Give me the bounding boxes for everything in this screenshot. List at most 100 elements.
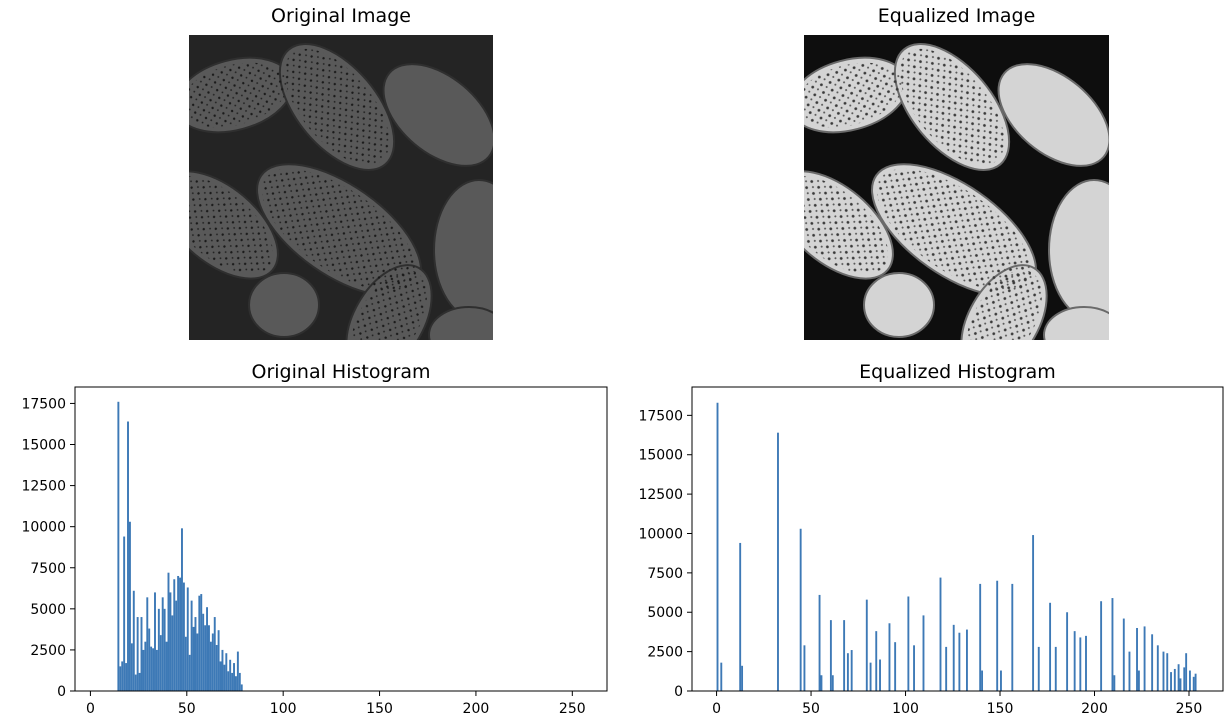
original-histogram-xtick-label: 100 bbox=[270, 701, 297, 717]
original-histogram-bar bbox=[221, 649, 224, 691]
original-histogram-bar bbox=[181, 528, 183, 691]
original-histogram-bar bbox=[233, 663, 235, 691]
original-histogram-bar bbox=[119, 666, 122, 691]
equalized-histogram-ytick-label: 15000 bbox=[638, 448, 683, 464]
original-histogram-title: Original Histogram bbox=[252, 361, 431, 383]
original-histogram-bar bbox=[171, 615, 174, 691]
original-histogram-ytick-label: 5000 bbox=[30, 602, 66, 618]
original-histogram-bar bbox=[132, 590, 135, 691]
original-histogram-bar bbox=[177, 575, 180, 691]
equalized-histogram-bar bbox=[1151, 634, 1154, 691]
equalized-histogram-bar bbox=[1073, 631, 1076, 691]
original-histogram-bar bbox=[163, 608, 166, 691]
equalized-histogram-bar bbox=[777, 432, 779, 691]
original-histogram-bar bbox=[144, 641, 147, 691]
equalized-histogram-bar bbox=[829, 620, 832, 691]
original-histogram-bar bbox=[202, 613, 205, 691]
original-histogram-bar bbox=[169, 592, 172, 691]
equalized-histogram-bar bbox=[820, 675, 823, 691]
original-histogram-xtick-label: 150 bbox=[366, 701, 393, 717]
equalized-histogram-bar bbox=[1188, 670, 1191, 691]
original-histogram-ytick-label: 12500 bbox=[21, 479, 66, 495]
original-histogram-bar bbox=[213, 617, 216, 691]
equalized-histogram-bar bbox=[907, 596, 910, 691]
equalized-histogram-bar bbox=[1183, 667, 1186, 691]
equalized-histogram-bar bbox=[1143, 626, 1146, 691]
original-histogram-bar bbox=[186, 587, 189, 691]
original-histogram-bar bbox=[121, 661, 124, 691]
original-histogram-bar bbox=[127, 421, 129, 691]
original-image-title: Original Image bbox=[271, 5, 411, 27]
original-histogram-bar bbox=[167, 572, 170, 691]
original-histogram-ytick-label: 0 bbox=[57, 684, 66, 700]
equalized-histogram-ytick-label: 12500 bbox=[638, 487, 683, 503]
equalized-histogram-bar bbox=[716, 402, 719, 691]
equalized-histogram-xtick-label: 50 bbox=[802, 701, 820, 717]
equalized-histogram-bar bbox=[1054, 646, 1057, 691]
original-histogram-bar bbox=[155, 649, 158, 691]
equalized-histogram-bar bbox=[1037, 646, 1040, 691]
original-histogram-bar bbox=[236, 651, 239, 691]
original-histogram-bar bbox=[146, 597, 149, 691]
original-histogram-bar bbox=[175, 600, 178, 691]
original-histogram-bar bbox=[182, 582, 185, 691]
equalized-histogram-bar bbox=[1000, 670, 1002, 691]
equalized-histogram-bar bbox=[1049, 602, 1052, 691]
original-histogram-bar bbox=[142, 649, 145, 691]
equalized-histogram-xtick-label: 150 bbox=[987, 701, 1014, 717]
original-histogram-bar bbox=[161, 597, 164, 691]
equalized-histogram-ytick-label: 10000 bbox=[638, 526, 683, 542]
original-histogram-bar bbox=[204, 625, 207, 691]
equalized-histogram-bar bbox=[1194, 673, 1197, 691]
equalized-histogram-bar bbox=[1122, 618, 1125, 691]
equalized-histogram-bar bbox=[958, 632, 961, 691]
equalized-histogram-bar bbox=[1079, 637, 1082, 691]
equalized-histogram-bar bbox=[1100, 601, 1103, 691]
equalized-histogram-bar bbox=[1166, 653, 1169, 691]
equalized-histogram-bar bbox=[1185, 653, 1188, 691]
original-histogram-bar bbox=[231, 672, 234, 691]
original-histogram-bar bbox=[128, 521, 131, 691]
equalized-histogram-bar bbox=[1032, 535, 1035, 691]
original-histogram-bar bbox=[159, 635, 162, 691]
original-histogram-bar bbox=[208, 625, 210, 691]
original-histogram-bar bbox=[136, 617, 139, 691]
equalized-histogram-bar bbox=[865, 599, 868, 691]
equalized-histogram-bar bbox=[1066, 612, 1069, 691]
equalized-histogram-bar bbox=[739, 542, 742, 691]
equalized-histogram-bar bbox=[922, 615, 925, 691]
original-histogram-ytick-label: 17500 bbox=[21, 396, 66, 412]
original-histogram-bar bbox=[219, 661, 222, 691]
original-histogram-ytick-label: 15000 bbox=[21, 438, 66, 454]
equalized-histogram-ytick-label: 7500 bbox=[647, 566, 683, 582]
original-histogram-bar bbox=[209, 641, 212, 691]
original-histogram-bar bbox=[211, 633, 214, 691]
original-histogram-bar bbox=[227, 671, 230, 691]
equalized-histogram-bar bbox=[945, 646, 948, 691]
original-histogram-bar bbox=[188, 654, 191, 691]
equalized-histogram-bar bbox=[1192, 676, 1195, 691]
original-histogram-bar bbox=[225, 653, 228, 691]
equalized-histogram-xtick-label: 250 bbox=[1176, 701, 1203, 717]
original-histogram-bar bbox=[152, 648, 155, 691]
original-histogram-bar bbox=[138, 672, 141, 691]
original-histogram-bar bbox=[165, 641, 168, 691]
equalized-histogram-bar bbox=[1137, 670, 1140, 691]
equalized-histogram-xtick-label: 100 bbox=[892, 701, 919, 717]
original-histogram-bar bbox=[240, 684, 243, 691]
equalized-histogram-bar bbox=[831, 675, 834, 691]
equalized-histogram-bar bbox=[720, 662, 723, 691]
original-histogram-bar bbox=[148, 628, 151, 691]
original-histogram-bar bbox=[196, 633, 199, 691]
original-histogram-bar bbox=[190, 600, 193, 691]
equalized-image-canvas bbox=[804, 35, 1109, 340]
equalized-histogram-bar bbox=[1170, 672, 1172, 691]
equalized-histogram-ytick-label: 2500 bbox=[647, 645, 683, 661]
equalized-histogram-bar bbox=[996, 580, 999, 691]
equalized-histogram-bar bbox=[879, 659, 881, 691]
equalized-histogram-bar bbox=[1162, 651, 1165, 691]
equalized-histogram-xtick-label: 200 bbox=[1081, 701, 1108, 717]
original-histogram-bar bbox=[217, 630, 220, 691]
equalized-histogram-bar bbox=[1128, 651, 1131, 691]
